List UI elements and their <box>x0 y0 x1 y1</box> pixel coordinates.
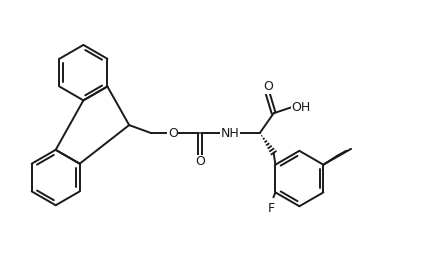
Text: O: O <box>263 80 273 93</box>
Text: F: F <box>268 202 275 215</box>
Text: OH: OH <box>292 101 311 114</box>
Text: NH: NH <box>221 126 240 140</box>
Text: O: O <box>168 126 178 140</box>
Text: O: O <box>195 155 205 168</box>
